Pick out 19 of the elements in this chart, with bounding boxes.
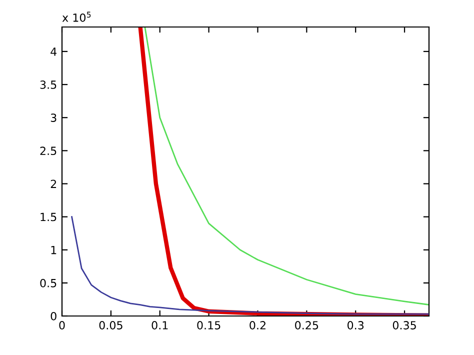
y-tick-label: 2 <box>50 180 56 188</box>
y-tick-label: 4 <box>50 48 57 56</box>
y-tick-label: 0.5 <box>40 278 56 288</box>
x-tick-label: 0.25 <box>295 321 318 330</box>
x-tick-label: 0.05 <box>99 321 122 330</box>
x-tick-label: 0.35 <box>392 321 416 330</box>
line-series <box>71 216 429 315</box>
x-tick-label: 0.3 <box>348 321 364 330</box>
x-tick-label: 0 <box>59 321 65 330</box>
y-tick-label: 3.5 <box>40 80 56 89</box>
y-tick-label: 1.5 <box>40 212 56 222</box>
y-tick-label: 0 <box>50 312 56 320</box>
y-tick-label: 1 <box>51 246 56 254</box>
x-tick-label: 0.15 <box>197 321 220 330</box>
x-tick-label: 0.1 <box>152 321 168 330</box>
text: x 10$^{5}$ <box>62 12 91 22</box>
x-tick-label: 0.2 <box>250 321 266 330</box>
y-tick-label: 2.5 <box>40 146 56 156</box>
y-tick-label: 3 <box>50 114 56 122</box>
